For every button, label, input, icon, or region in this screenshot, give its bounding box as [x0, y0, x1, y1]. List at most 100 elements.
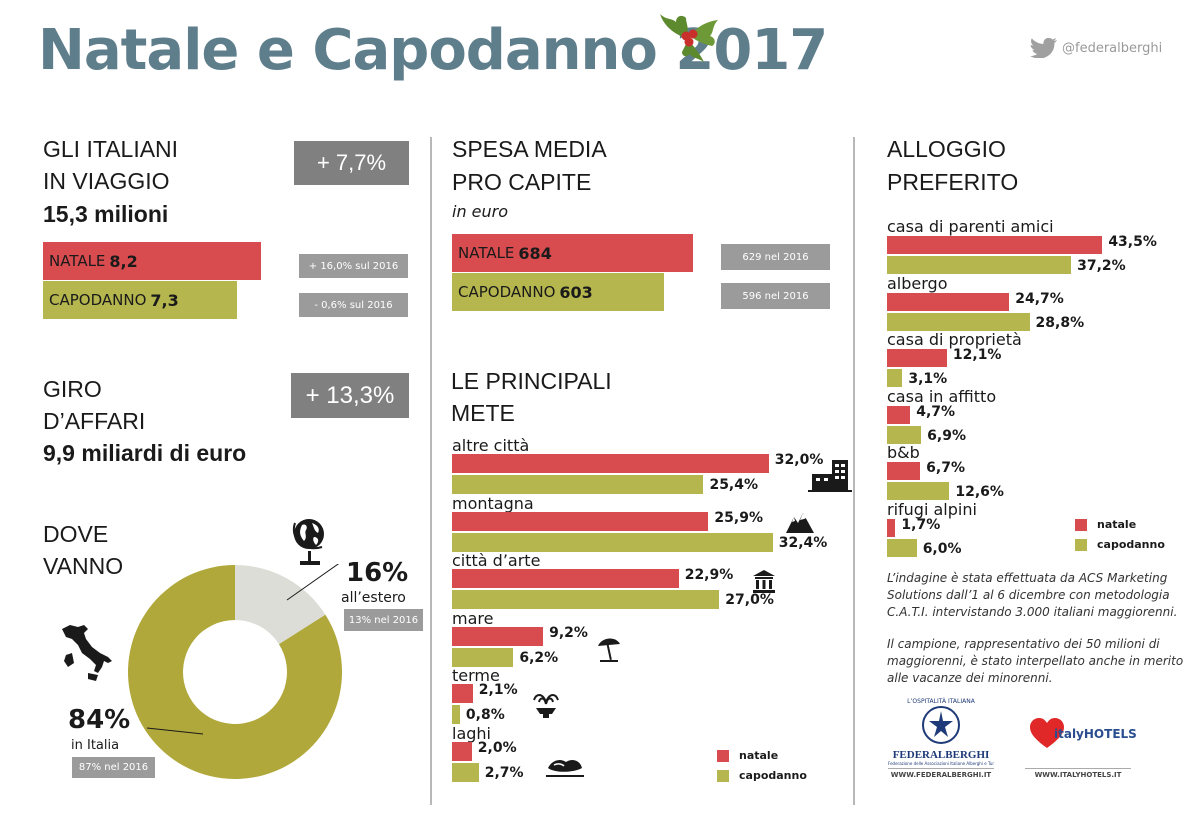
business-growth-badge: + 13,3% [291, 373, 409, 418]
italy-leader-line [146, 727, 204, 735]
spending-heading-1: SPESA MEDIA [452, 136, 607, 162]
buildings-icon [808, 460, 852, 492]
destinations-bar-natale [452, 511, 709, 531]
lodging-bar-natale [887, 349, 947, 367]
lodging-value-label: 37,2% [1077, 258, 1126, 274]
destinations-value-label: 2,7% [484, 764, 524, 781]
lodging-category-label: casa in affitto [887, 386, 997, 406]
lodging-bar-capodanno [887, 256, 1072, 274]
mountain-icon [786, 513, 814, 533]
lodging-value-label: 6,0% [922, 540, 962, 557]
destinations-heading-2: METE [451, 400, 515, 426]
lodging-bar-capodanno [887, 425, 922, 444]
lodging-value-label: 1,7% [901, 516, 941, 533]
where-heading-1: DOVE [43, 521, 109, 547]
federalberghi-logo[interactable]: L’OSPITALITÀ ITALIANA FEDERALBERGHI Fede… [888, 698, 994, 766]
business-heading-1: GIRO [43, 376, 102, 402]
where-heading-2: VANNO [43, 553, 124, 579]
lodging-value-label: 12,1% [952, 347, 1002, 363]
umbrella-icon [598, 638, 620, 662]
spending-unit: in euro [452, 202, 509, 221]
donut-slice-italy [127, 565, 342, 779]
lodging-value-label: 6,9% [927, 427, 966, 444]
destinations-bar-capodanno [452, 475, 704, 494]
travel-total: 15,3 milioni [43, 201, 169, 227]
lodging-bar-natale [887, 292, 1010, 311]
legend-swatch-natale [1075, 518, 1087, 531]
abroad-label: all’estero [341, 590, 406, 606]
holly-icon [660, 14, 718, 62]
lodging-value-label: 43,5% [1108, 234, 1157, 250]
lodging-legend-capodanno: capodanno [1075, 538, 1165, 551]
lodging-category-label: casa di proprietà [887, 330, 1022, 349]
abroad-pct: 16% [346, 558, 409, 588]
lodging-bar-natale [887, 518, 896, 537]
spending-capodanno-prev: 596 nel 2016 [721, 283, 830, 309]
destinations-bar-natale [452, 569, 679, 588]
lodging-bar-natale [887, 405, 911, 424]
italy-label: in Italia [71, 738, 120, 753]
lodging-bar-natale [887, 236, 1103, 254]
destinations-value-label: 25,9% [714, 509, 763, 526]
destinations-bar-natale [452, 454, 769, 473]
lodging-value-label: 24,7% [1015, 290, 1064, 307]
lodging-bar-capodanno [887, 369, 903, 387]
destinations-category-label: laghi [452, 723, 491, 743]
methodology-note-2: Il campione, rappresentativo dei 50 mili… [887, 637, 1184, 685]
travel-natale-change: + 16,0% sul 2016 [299, 254, 408, 278]
destinations-bar-capodanno [452, 647, 514, 667]
donut-chart [127, 564, 342, 779]
fountain-icon [533, 694, 559, 718]
lodging-value-label: 3,1% [908, 371, 948, 387]
lodging-bar-capodanno [887, 538, 917, 557]
italy-prev: 87% nel 2016 [72, 757, 155, 778]
destinations-value-label: 2,0% [477, 739, 517, 756]
destinations-heading-1: LE PRINCIPALI [451, 368, 612, 394]
destinations-bar-capodanno [452, 532, 773, 552]
federalberghi-url[interactable]: WWW.FEDERALBERGHI.IT [888, 768, 994, 779]
twitter-handle[interactable]: @federalberghi [1030, 38, 1162, 58]
lodging-bar-capodanno [887, 482, 950, 500]
italyhotels-logo[interactable]: italyHOTELS [1030, 718, 1137, 750]
lodging-value-label: 6,7% [926, 460, 965, 476]
destinations-value-label: 6,2% [519, 649, 559, 666]
column-divider-2 [853, 137, 855, 805]
travel-capodanno-change: - 0,6% sul 2016 [299, 293, 408, 317]
destinations-category-label: città d’arte [452, 551, 541, 570]
destinations-bar-natale [452, 684, 473, 703]
destinations-category-label: terme [452, 666, 500, 685]
destinations-bar-natale [452, 626, 544, 646]
column-divider-1 [430, 137, 432, 805]
travel-heading-2: IN VIAGGIO [43, 168, 170, 194]
destinations-value-label: 22,9% [684, 567, 734, 583]
lodging-category-label: albergo [887, 273, 948, 293]
federalberghi-emblem-icon [922, 706, 960, 744]
travel-growth-badge: + 7,7% [294, 141, 409, 185]
lodging-value-label: 28,8% [1035, 314, 1085, 331]
lodging-value-label: 4,7% [916, 403, 956, 420]
destinations-bar-capodanno [452, 762, 479, 782]
destinations-value-label: 27,0% [725, 592, 774, 608]
destinations-category-label: mare [452, 608, 494, 628]
methodology-note-1: L’indagine è stata effettuata da ACS Mar… [887, 571, 1178, 619]
travel-natale-bar: NATALE 8,2 [43, 242, 261, 280]
destinations-bar-natale [452, 741, 472, 761]
spending-heading-2: PRO CAPITE [452, 169, 592, 195]
italyhotels-url[interactable]: WWW.ITALYHOTELS.IT [1025, 768, 1131, 779]
abroad-leader-line [286, 564, 340, 601]
destinations-category-label: montagna [452, 493, 534, 513]
destinations-legend-natale: natale [717, 749, 778, 762]
destinations-value-label: 2,1% [478, 682, 518, 698]
twitter-icon [1030, 38, 1057, 58]
travel-heading-1: GLI ITALIANI [43, 136, 179, 162]
donut-slice-abroad [235, 565, 326, 645]
destinations-value-label: 25,4% [709, 477, 759, 493]
lodging-category-label: b&b [887, 443, 920, 462]
lodging-category-label: rifugi alpini [887, 499, 977, 519]
temple-icon [753, 570, 775, 593]
legend-swatch-capodanno [717, 769, 729, 782]
globe-icon [292, 519, 324, 565]
destinations-legend-capodanno: capodanno [717, 769, 807, 782]
lodging-heading-2: PREFERITO [887, 169, 1019, 195]
destinations-value-label: 9,2% [549, 624, 588, 641]
